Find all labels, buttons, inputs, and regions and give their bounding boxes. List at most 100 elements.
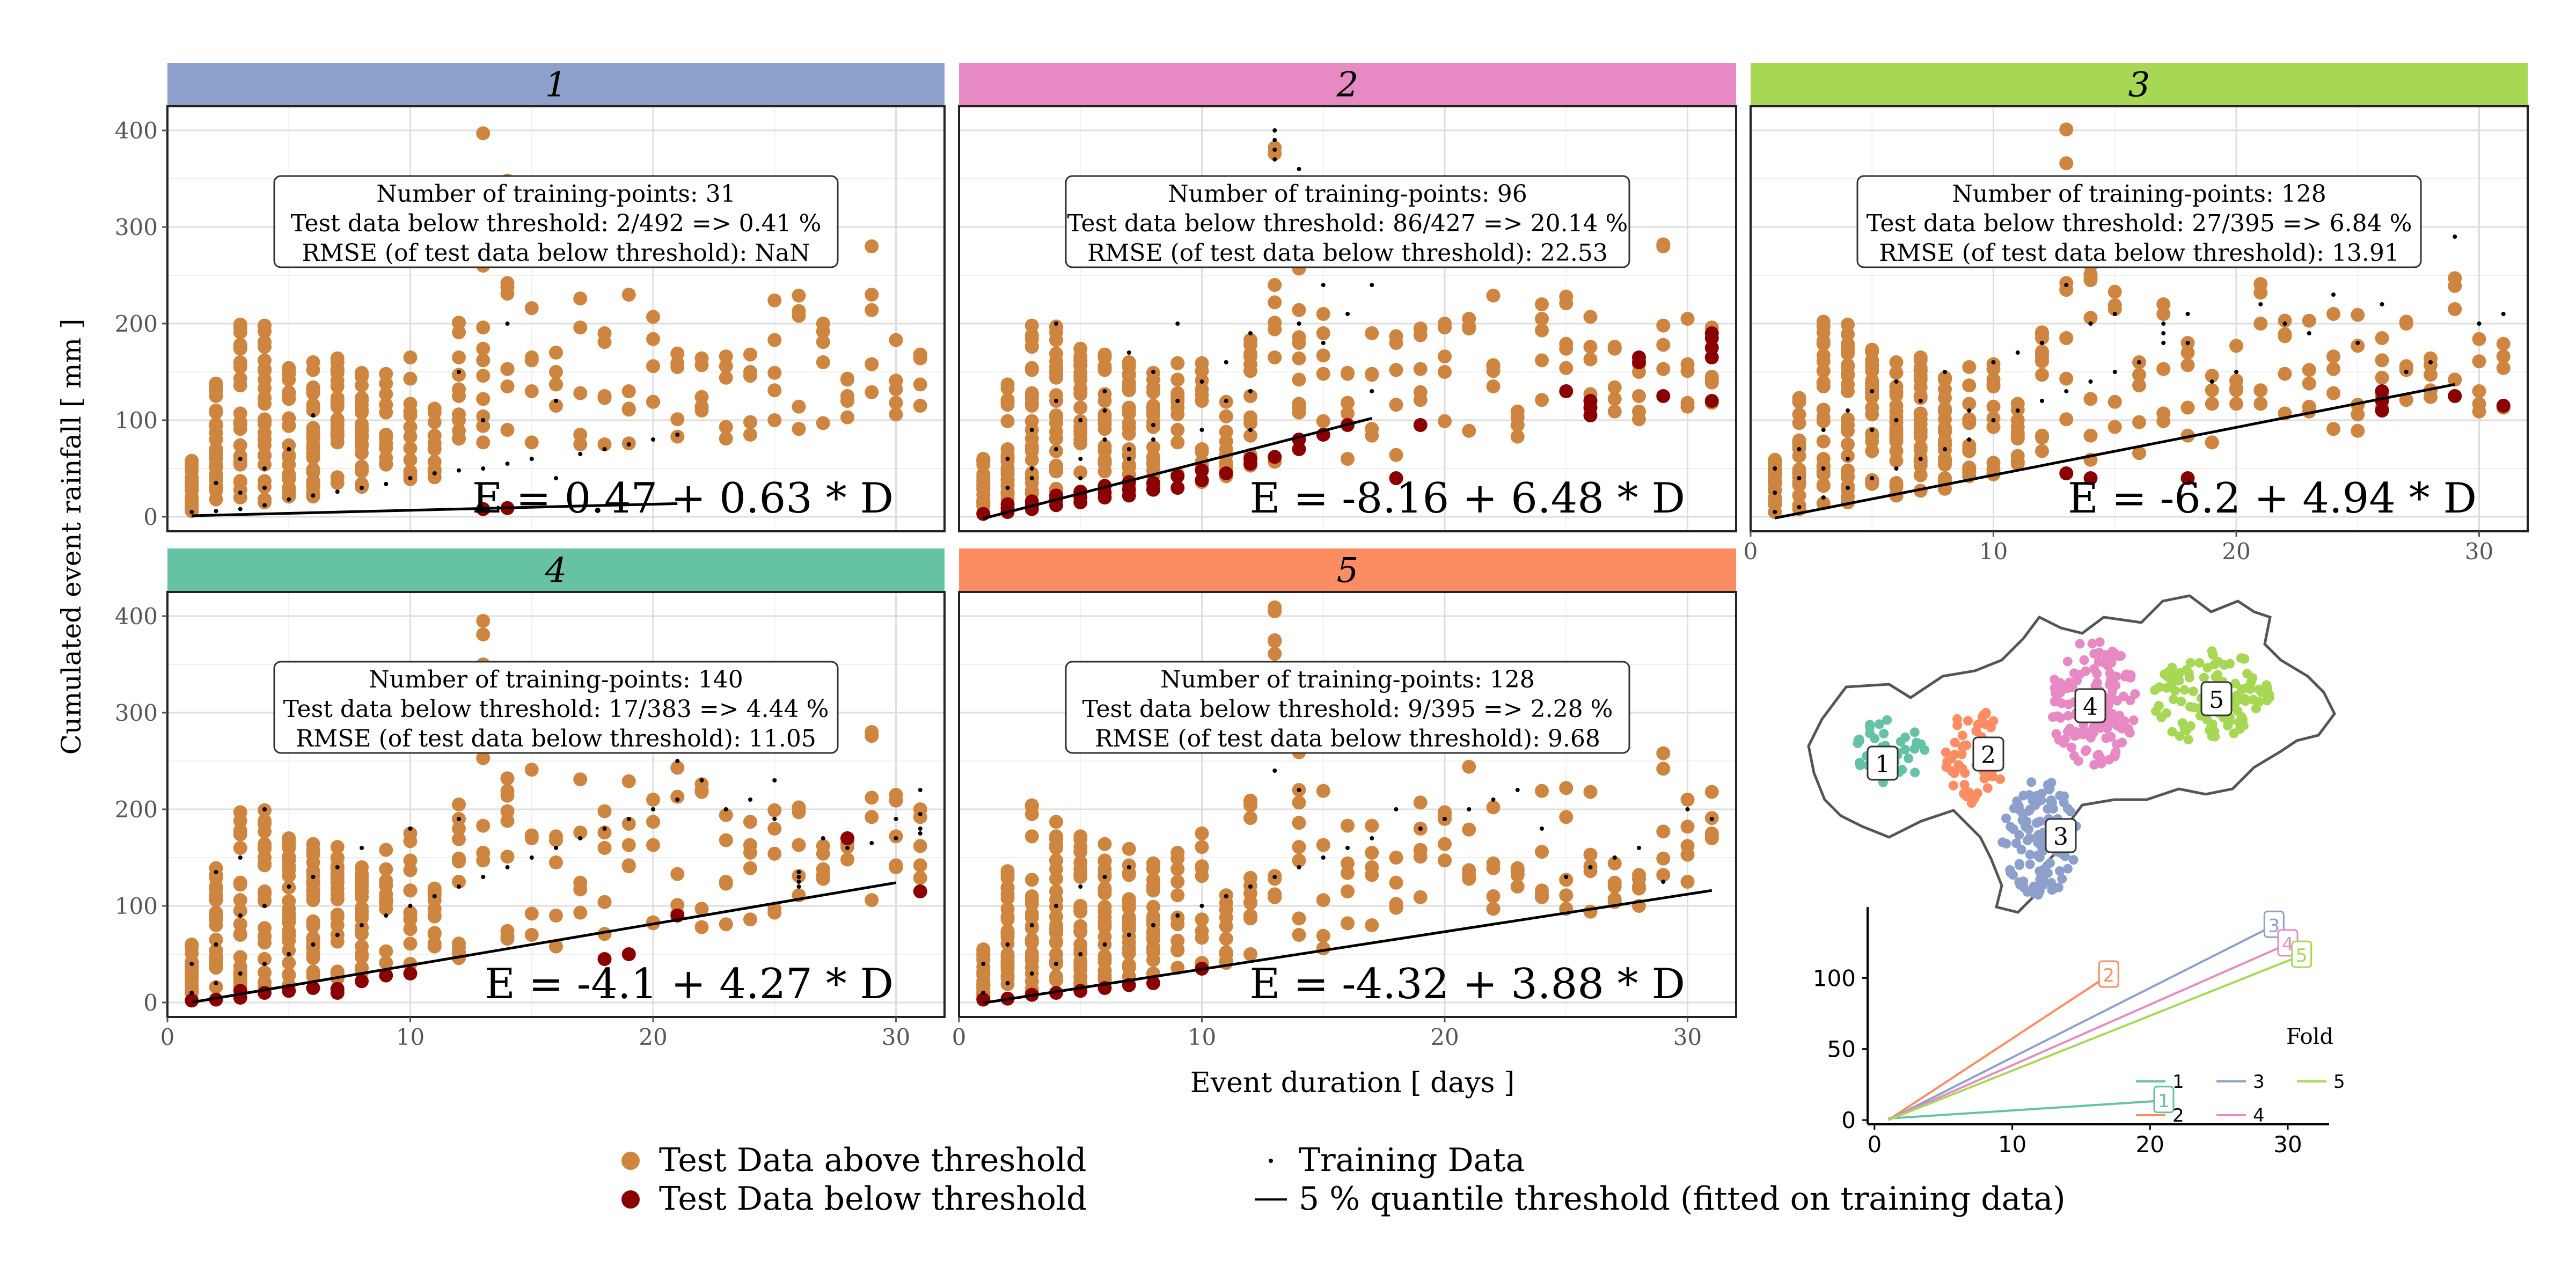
test-above-point bbox=[1097, 886, 1112, 901]
test-above-point bbox=[865, 385, 879, 399]
test-below-point bbox=[1413, 418, 1428, 432]
map-point bbox=[2016, 845, 2026, 855]
training-point bbox=[1248, 389, 1253, 393]
panel-strip-1 bbox=[167, 63, 945, 106]
test-above-point bbox=[1097, 915, 1112, 930]
test-above-point bbox=[1073, 829, 1088, 844]
test-above-point bbox=[1024, 897, 1039, 911]
test-above-point bbox=[185, 963, 199, 978]
test-above-point bbox=[1024, 946, 1039, 961]
map-point bbox=[2033, 890, 2043, 900]
test-below-point bbox=[1559, 384, 1574, 398]
map-point bbox=[2047, 885, 2057, 895]
test-above-point bbox=[743, 428, 757, 442]
test-above-point bbox=[330, 351, 345, 365]
training-point bbox=[238, 855, 243, 860]
training-point bbox=[1224, 399, 1228, 403]
test-above-point bbox=[1243, 947, 1257, 961]
legend-training-symbol bbox=[1269, 1159, 1273, 1163]
test-above-point bbox=[1841, 449, 1855, 463]
test-above-point bbox=[452, 853, 466, 868]
map-point bbox=[2063, 727, 2073, 737]
test-above-point bbox=[889, 396, 903, 410]
series-end-label-box bbox=[2153, 1086, 2175, 1114]
map-point bbox=[2069, 751, 2079, 761]
map-point bbox=[2033, 793, 2043, 803]
test-above-point bbox=[379, 944, 393, 958]
map-point bbox=[2233, 706, 2243, 716]
training-point bbox=[1224, 894, 1228, 898]
training-point bbox=[1345, 312, 1350, 316]
test-above-point bbox=[1656, 851, 1671, 866]
training-point bbox=[1612, 855, 1617, 860]
test-above-point bbox=[500, 423, 515, 437]
test-above-point bbox=[1438, 414, 1452, 428]
map-point bbox=[1970, 793, 1980, 803]
test-above-point bbox=[2302, 313, 2316, 328]
map-point bbox=[2167, 727, 2177, 737]
test-above-point bbox=[1024, 873, 1039, 887]
test-above-point bbox=[1607, 404, 1622, 419]
test-above-point bbox=[1049, 926, 1063, 940]
test-above-point bbox=[1365, 428, 1379, 443]
legend: Test Data above threshold Test Data belo… bbox=[621, 1141, 2066, 1218]
test-above-point bbox=[1146, 879, 1160, 893]
test-above-point bbox=[1097, 930, 1112, 944]
y-tick-label: 0 bbox=[143, 990, 158, 1016]
test-above-point bbox=[1049, 969, 1063, 984]
test-above-point bbox=[233, 904, 247, 918]
test-above-point bbox=[1049, 354, 1063, 369]
threshold-series-line bbox=[1888, 1099, 2164, 1120]
test-above-point bbox=[1268, 647, 1282, 661]
map-point bbox=[2014, 877, 2024, 887]
training-point bbox=[1151, 370, 1155, 374]
test-above-point bbox=[403, 441, 418, 456]
map-point bbox=[2107, 646, 2118, 656]
test-above-point bbox=[2375, 370, 2389, 385]
test-above-point bbox=[1341, 406, 1355, 421]
test-above-point bbox=[476, 353, 491, 368]
training-point bbox=[869, 841, 874, 845]
test-above-point bbox=[1024, 444, 1039, 458]
info-line: RMSE (of test data below threshold): 9.6… bbox=[1095, 725, 1600, 752]
training-point bbox=[1102, 408, 1107, 413]
test-above-point bbox=[1292, 928, 1306, 942]
test-above-point bbox=[1865, 477, 1879, 491]
test-above-point bbox=[2083, 392, 2098, 406]
test-above-point bbox=[258, 965, 272, 980]
test-above-point bbox=[1292, 840, 1306, 854]
map-point bbox=[2089, 760, 2099, 770]
test-above-point bbox=[1316, 928, 1330, 943]
training-point bbox=[1321, 855, 1326, 860]
test-above-point bbox=[330, 362, 345, 376]
test-above-point bbox=[2059, 412, 2074, 427]
test-above-point bbox=[524, 928, 539, 942]
training-point bbox=[772, 817, 777, 821]
training-point bbox=[1797, 505, 1802, 509]
test-above-point bbox=[1268, 295, 1282, 310]
training-point bbox=[1029, 476, 1034, 480]
training-point bbox=[1078, 476, 1083, 480]
training-point bbox=[481, 875, 486, 879]
test-above-point bbox=[1146, 861, 1160, 875]
test-above-point bbox=[1170, 862, 1185, 876]
test-above-point bbox=[1656, 338, 1671, 352]
map-point bbox=[1957, 730, 1967, 741]
panel-strip-5 bbox=[959, 548, 1736, 592]
test-above-point bbox=[1146, 456, 1160, 470]
y-tick-label: 0 bbox=[143, 504, 158, 530]
test-above-point bbox=[1316, 893, 1330, 908]
map-point bbox=[2242, 683, 2252, 693]
test-above-point bbox=[1049, 829, 1063, 844]
training-point bbox=[481, 466, 486, 471]
test-above-point bbox=[1341, 452, 1355, 466]
test-above-point bbox=[597, 841, 612, 855]
test-above-point bbox=[1073, 938, 1088, 952]
training-point bbox=[2161, 341, 2166, 345]
test-above-point bbox=[1583, 904, 1598, 919]
training-point bbox=[2234, 370, 2238, 374]
training-point bbox=[2307, 331, 2311, 335]
test-above-point bbox=[1049, 872, 1063, 886]
test-above-point bbox=[597, 437, 612, 451]
map-label: 3 bbox=[2053, 823, 2068, 851]
